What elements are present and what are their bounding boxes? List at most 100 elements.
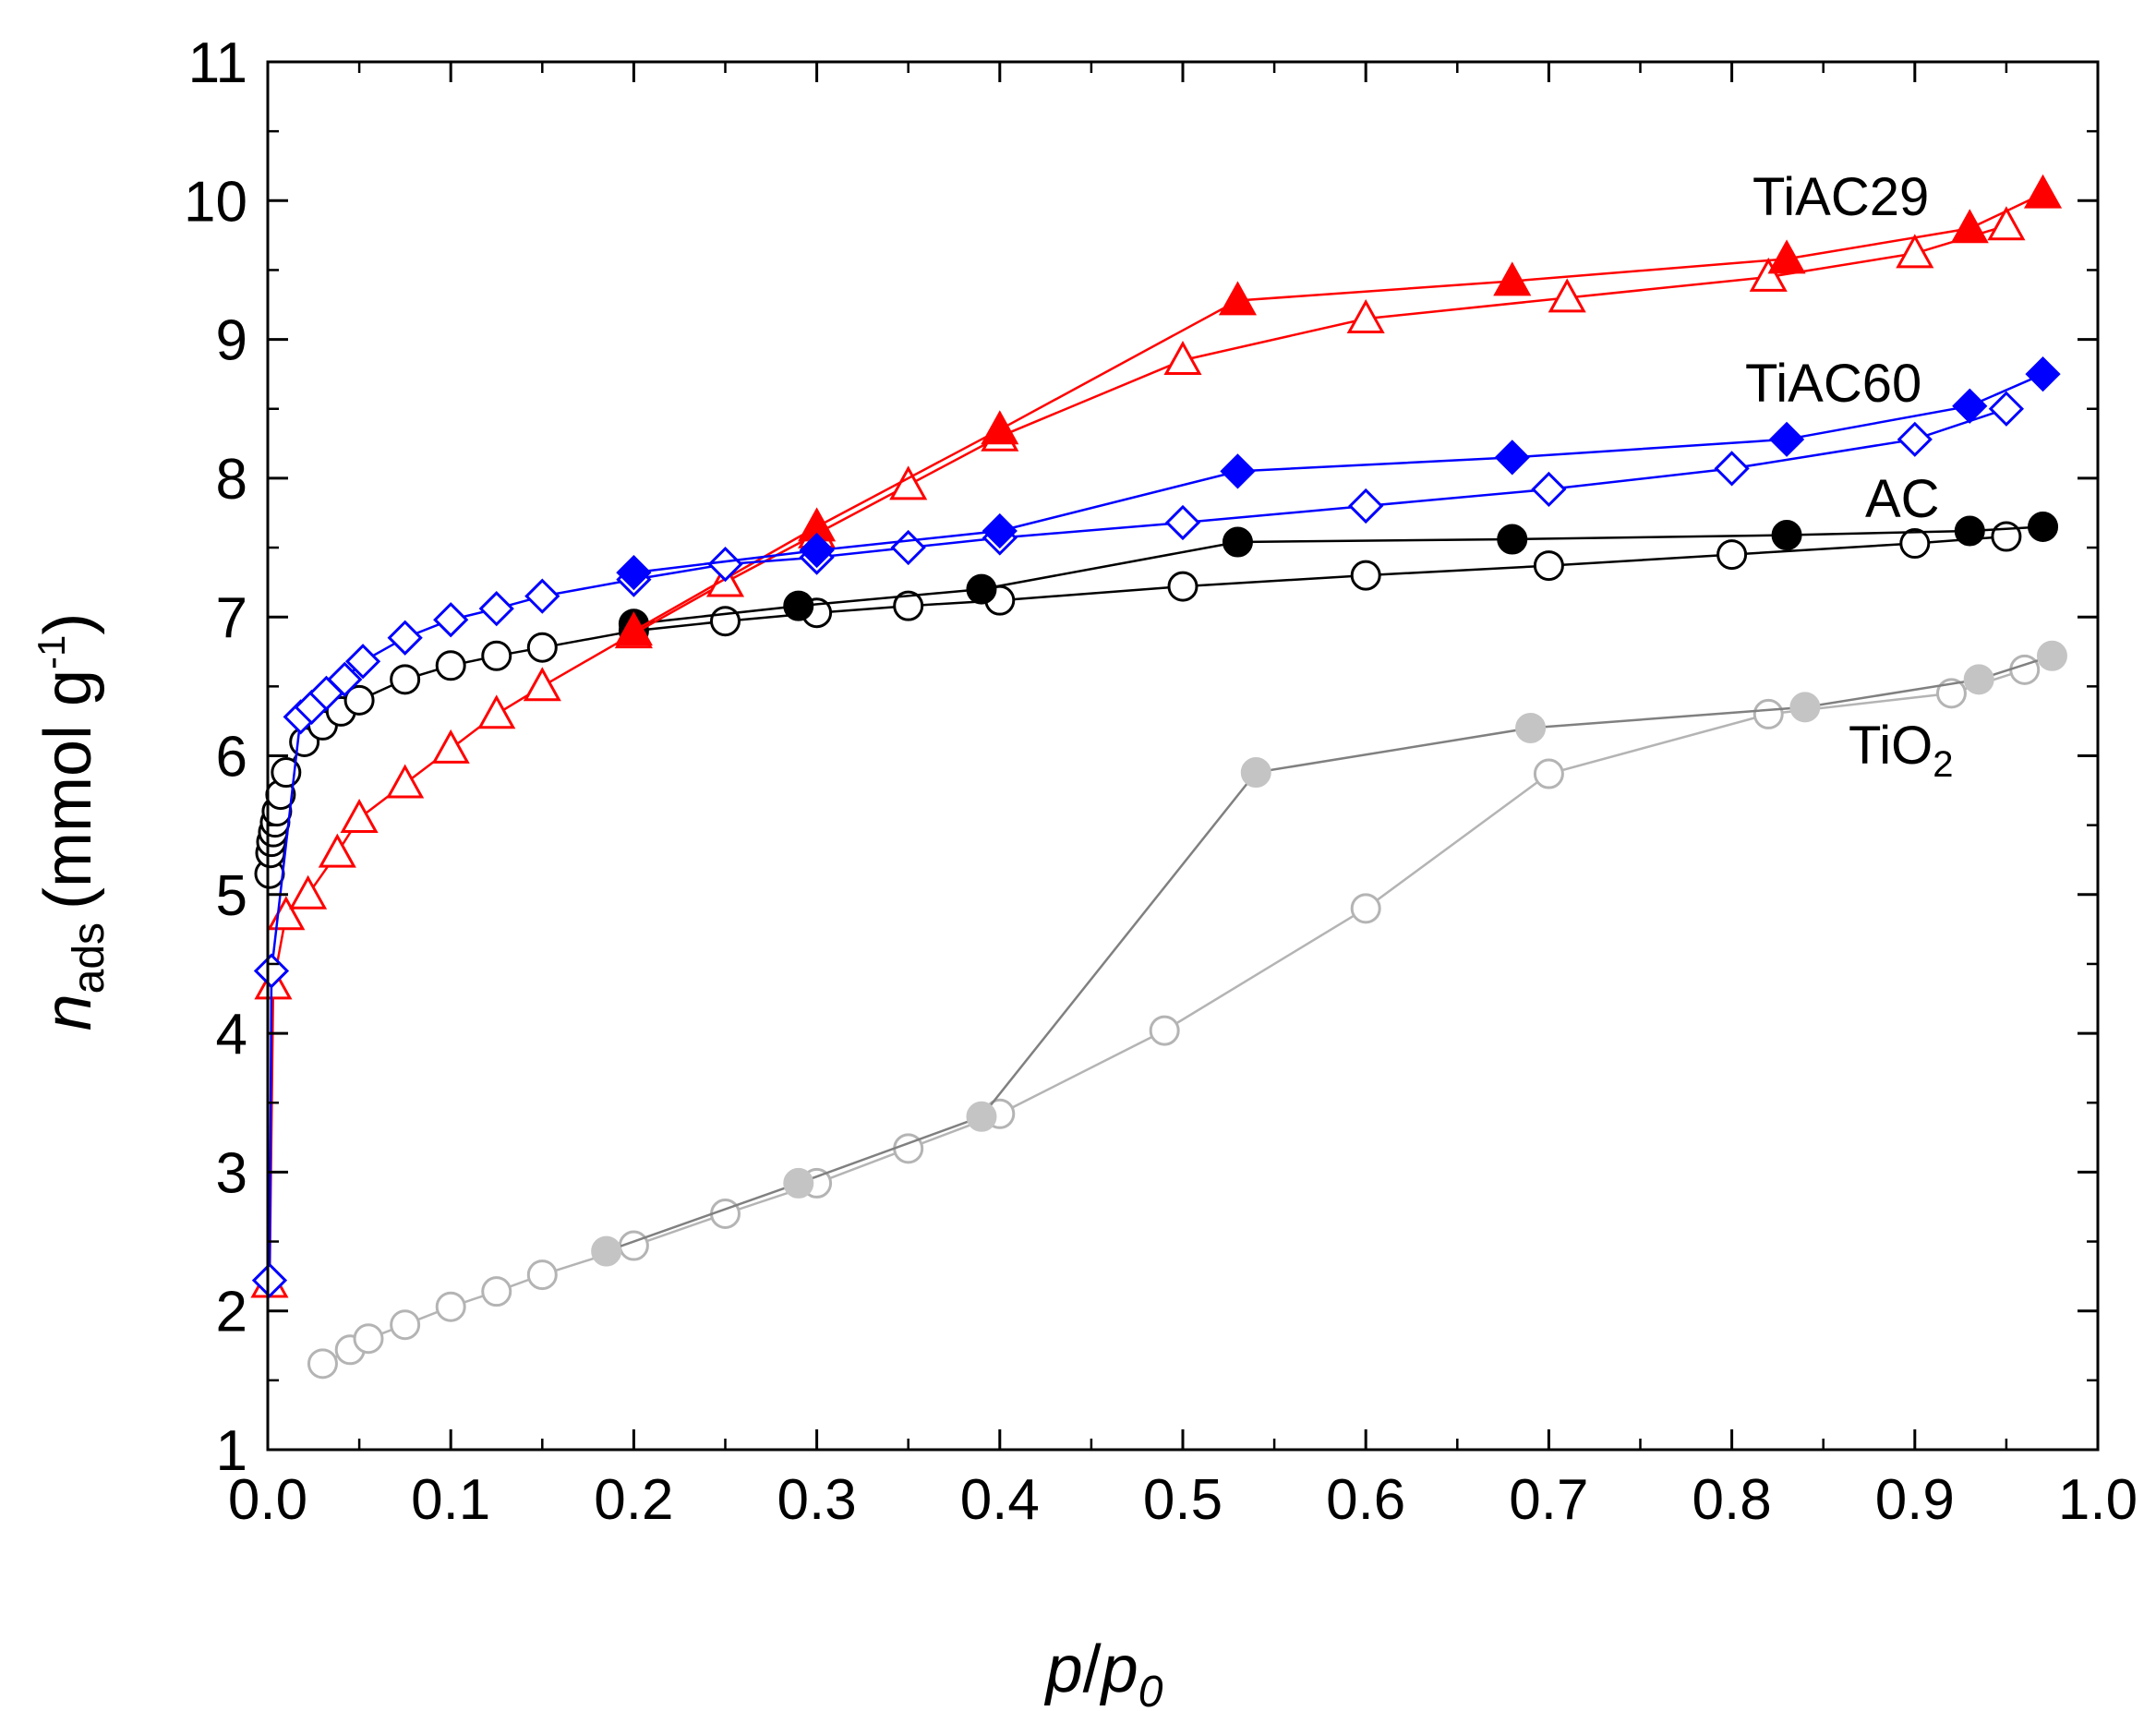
data-point — [2023, 174, 2063, 209]
data-point — [707, 546, 743, 583]
axis-ticks — [266, 60, 2100, 1452]
data-point — [1222, 526, 1253, 558]
data-point — [1771, 520, 1802, 551]
x-tick-label: 0.9 — [1875, 1468, 1955, 1532]
data-point — [526, 1259, 558, 1291]
y-axis-subscript: ads — [65, 922, 114, 994]
y-axis-title: nads (mmol g-1) — [30, 613, 114, 1031]
data-point — [481, 1276, 512, 1307]
label-tiac29: TiAC29 — [1753, 167, 1929, 227]
x-tick-label: 0.1 — [411, 1468, 490, 1532]
data-point — [799, 532, 835, 569]
data-point — [591, 1235, 622, 1267]
x-tick-label: 0.4 — [960, 1468, 1040, 1532]
data-point — [353, 1323, 384, 1355]
y-axis-var: n — [31, 994, 105, 1030]
data-point — [1716, 539, 1748, 571]
data-point — [1768, 421, 1805, 457]
data-point — [1531, 471, 1567, 508]
series-tio2-desorption — [591, 640, 2067, 1267]
data-point — [1749, 257, 1788, 292]
y-tick-label: 3 — [216, 1141, 247, 1205]
x-tick-label: 0.6 — [1326, 1468, 1405, 1532]
data-point — [1767, 239, 1806, 274]
data-point — [1952, 388, 1988, 424]
data-point — [1753, 698, 1784, 729]
y-tick-label: 7 — [216, 586, 247, 650]
x-tick-label: 0.7 — [1509, 1468, 1588, 1532]
data-point — [1346, 298, 1385, 333]
data-point — [616, 554, 652, 591]
x-axis-var2: p — [1100, 1633, 1138, 1706]
data-point — [526, 632, 558, 663]
data-point — [783, 1167, 814, 1199]
data-point — [1149, 1015, 1180, 1046]
data-point — [433, 602, 469, 638]
x-tick-label: 1.0 — [2058, 1468, 2138, 1532]
label-tio2: TiO2 — [1849, 716, 1954, 785]
y-tick-label: 8 — [216, 448, 247, 512]
x-tick-label: 0.3 — [777, 1468, 856, 1532]
x-tick-label: 0.8 — [1692, 1468, 1771, 1532]
series-line — [633, 373, 2043, 574]
data-point — [1515, 712, 1547, 743]
y-tick-label: 9 — [216, 309, 247, 373]
series-tiac29-desorption — [614, 174, 2063, 646]
y-tick-label: 10 — [184, 170, 247, 234]
series-tiac60-desorption — [616, 356, 2061, 591]
data-point — [1164, 504, 1201, 541]
data-point — [1350, 560, 1381, 591]
data-point — [1897, 421, 1933, 457]
data-point — [614, 611, 653, 646]
data-point — [1350, 893, 1381, 924]
data-point — [1167, 571, 1198, 602]
label-ac: AC — [1865, 469, 1940, 529]
data-point — [390, 664, 421, 695]
data-point — [1548, 278, 1586, 313]
data-point — [390, 1309, 421, 1341]
y-axis-superscript: -1 — [30, 635, 73, 669]
x-axis-var: p — [1044, 1633, 1083, 1706]
data-point — [2028, 512, 2059, 543]
data-point — [289, 874, 328, 910]
data-point — [524, 578, 560, 614]
data-point — [1218, 281, 1258, 316]
data-point — [251, 1262, 288, 1298]
data-point — [1220, 453, 1256, 489]
data-point — [477, 694, 516, 729]
data-point — [893, 590, 924, 621]
data-point — [253, 953, 290, 989]
data-point — [481, 640, 512, 671]
data-point — [307, 1348, 338, 1380]
data-point — [2025, 356, 2061, 392]
data-point — [1899, 528, 1931, 560]
y-tick-label: 6 — [216, 726, 247, 789]
y-axis-unit: (mmol g — [31, 669, 105, 910]
data-point — [1533, 550, 1564, 582]
data-point — [966, 573, 997, 605]
y-tick-label: 5 — [216, 864, 247, 928]
x-tick-label: 0.5 — [1143, 1468, 1223, 1532]
data-point — [523, 667, 561, 702]
y-tick-label: 11 — [188, 31, 247, 95]
data-point — [966, 1101, 997, 1132]
data-point — [327, 661, 363, 697]
data-point — [478, 591, 514, 627]
data-point — [1987, 206, 2026, 241]
data-point — [1240, 757, 1271, 789]
data-point — [1163, 341, 1202, 376]
data-point — [1714, 451, 1750, 487]
series-line — [632, 192, 2044, 633]
y-tick-label: 4 — [216, 1003, 247, 1066]
data-point — [435, 650, 466, 681]
data-point — [1963, 664, 1994, 695]
tick-labels: 0.0 0.1 0.2 0.3 0.4 0.5 0.6 0.7 0.8 0.9 1.0 1 2 3 4 5 6 7… — [184, 31, 2138, 1532]
data-point — [344, 644, 381, 680]
data-point — [981, 410, 1019, 445]
series-line — [633, 525, 2043, 625]
data-point — [710, 606, 741, 637]
x-axis-subscript: 0 — [1138, 1668, 1163, 1711]
data-point — [2036, 640, 2067, 671]
data-point — [431, 729, 470, 764]
